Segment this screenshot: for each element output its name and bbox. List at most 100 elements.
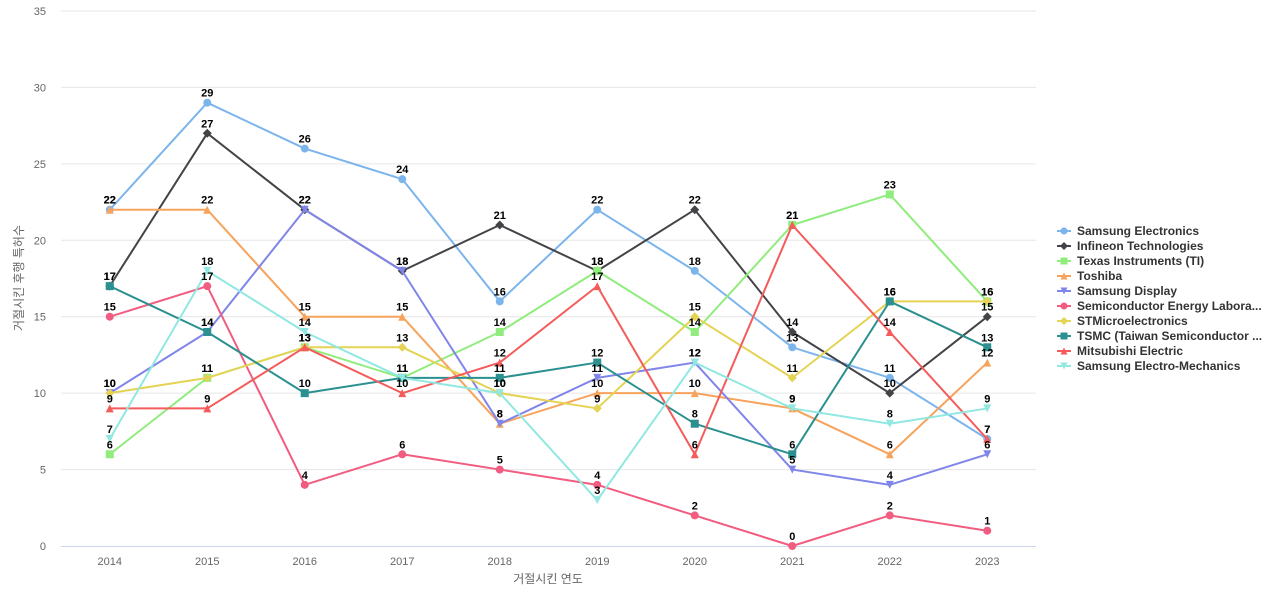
data-point-semiconductor-energy-labora[interactable] xyxy=(300,480,309,489)
legend-item-mitsubishi-electric[interactable]: Mitsubishi Electric xyxy=(1057,344,1183,358)
legend-item-tsmc-taiwan-semiconductor[interactable]: TSMC (Taiwan Semiconductor ... xyxy=(1057,329,1262,343)
data-point-mitsubishi-electric[interactable] xyxy=(788,221,797,229)
data-point-mitsubishi-electric[interactable] xyxy=(690,450,699,459)
legend-item-samsung-display[interactable]: Samsung Display xyxy=(1057,284,1177,298)
data-point-mitsubishi-electric[interactable] xyxy=(203,404,212,413)
series-line-semiconductor-energy-labora[interactable] xyxy=(109,285,988,547)
data-label-samsung-electro-mechanics: 9 xyxy=(984,393,990,405)
data-point-mitsubishi-electric[interactable] xyxy=(105,404,114,413)
data-point-infineon-technologies[interactable] xyxy=(982,312,992,322)
data-point-infineon-technologies[interactable] xyxy=(885,388,895,398)
data-point-samsung-display[interactable] xyxy=(495,419,504,428)
data-point-samsung-electro-mechanics[interactable] xyxy=(203,266,212,275)
series-line-samsung-display[interactable] xyxy=(109,208,988,486)
data-point-toshiba[interactable] xyxy=(105,205,114,214)
legend-item-infineon-technologies[interactable]: Infineon Technologies xyxy=(1057,239,1204,253)
data-point-samsung-electronics[interactable] xyxy=(495,297,504,306)
series-line-samsung-electronics[interactable] xyxy=(109,101,988,440)
data-point-mitsubishi-electric[interactable] xyxy=(593,282,602,291)
data-point-samsung-electro-mechanics[interactable] xyxy=(885,419,894,428)
data-point-tsmc-taiwan-semiconductor[interactable] xyxy=(300,389,309,398)
data-point-samsung-display[interactable] xyxy=(593,373,602,382)
data-point-samsung-electro-mechanics[interactable] xyxy=(398,373,407,382)
data-point-samsung-electro-mechanics[interactable] xyxy=(690,358,699,367)
data-point-semiconductor-energy-labora[interactable] xyxy=(690,511,699,520)
data-point-samsung-electro-mechanics[interactable] xyxy=(983,404,992,413)
data-point-semiconductor-energy-labora[interactable] xyxy=(495,465,504,474)
data-point-semiconductor-energy-labora[interactable] xyxy=(788,542,797,550)
data-point-stmicroelectronics[interactable] xyxy=(397,342,407,352)
data-point-tsmc-taiwan-semiconductor[interactable] xyxy=(105,282,114,291)
data-point-semiconductor-energy-labora[interactable] xyxy=(983,526,992,535)
series-line-samsung-electro-mechanics[interactable] xyxy=(108,269,988,502)
data-point-toshiba[interactable] xyxy=(690,389,699,398)
data-point-samsung-electro-mechanics[interactable] xyxy=(593,496,602,505)
data-point-samsung-display[interactable] xyxy=(885,480,894,489)
data-point-toshiba[interactable] xyxy=(398,312,407,321)
data-point-tsmc-taiwan-semiconductor[interactable] xyxy=(690,419,699,428)
series-line-toshiba[interactable] xyxy=(109,208,988,456)
legend-item-toshiba[interactable]: Toshiba xyxy=(1057,269,1122,283)
data-point-infineon-technologies[interactable] xyxy=(495,220,505,230)
data-point-samsung-display[interactable] xyxy=(983,450,992,459)
data-point-samsung-electronics[interactable] xyxy=(398,175,407,184)
data-point-stmicroelectronics[interactable] xyxy=(787,373,797,383)
data-point-mitsubishi-electric[interactable] xyxy=(300,343,309,352)
data-point-toshiba[interactable] xyxy=(885,450,894,459)
data-point-samsung-display[interactable] xyxy=(398,266,407,275)
data-point-texas-instruments-ti[interactable] xyxy=(593,266,602,275)
data-point-infineon-technologies[interactable] xyxy=(690,205,700,215)
data-point-tsmc-taiwan-semiconductor[interactable] xyxy=(788,450,797,459)
legend-item-samsung-electronics[interactable]: Samsung Electronics xyxy=(1057,224,1199,238)
data-point-semiconductor-energy-labora[interactable] xyxy=(593,480,602,489)
data-point-mitsubishi-electric[interactable] xyxy=(983,435,992,443)
y-tick-label: 30 xyxy=(34,82,46,94)
legend-item-semiconductor-energy-labora[interactable]: Semiconductor Energy Labora... xyxy=(1057,299,1262,313)
data-point-mitsubishi-electric[interactable] xyxy=(885,328,894,336)
data-point-tsmc-taiwan-semiconductor[interactable] xyxy=(203,328,212,336)
legend-item-samsung-electro-mechanics[interactable]: Samsung Electro-Mechanics xyxy=(1057,359,1241,373)
data-point-stmicroelectronics[interactable] xyxy=(592,403,602,413)
data-point-mitsubishi-electric[interactable] xyxy=(495,358,504,367)
legend-item-texas-instruments-ti[interactable]: Texas Instruments (TI) xyxy=(1057,254,1204,268)
data-point-toshiba[interactable] xyxy=(203,205,212,214)
data-point-tsmc-taiwan-semiconductor[interactable] xyxy=(983,343,992,352)
data-point-samsung-display[interactable] xyxy=(788,465,797,474)
data-point-samsung-electro-mechanics[interactable] xyxy=(105,435,114,443)
data-point-stmicroelectronics[interactable] xyxy=(202,373,212,383)
data-point-samsung-electro-mechanics[interactable] xyxy=(495,389,504,398)
data-point-samsung-electronics[interactable] xyxy=(593,205,602,214)
data-point-semiconductor-energy-labora[interactable] xyxy=(885,511,894,520)
data-point-samsung-electronics[interactable] xyxy=(788,343,797,352)
data-point-semiconductor-energy-labora[interactable] xyxy=(203,282,212,291)
data-point-samsung-electronics[interactable] xyxy=(300,144,309,153)
data-point-texas-instruments-ti[interactable] xyxy=(885,190,894,199)
data-point-toshiba[interactable] xyxy=(593,389,602,398)
data-point-samsung-electronics[interactable] xyxy=(690,266,699,275)
data-point-infineon-technologies[interactable] xyxy=(787,327,797,337)
data-point-texas-instruments-ti[interactable] xyxy=(495,328,504,336)
data-point-samsung-electronics[interactable] xyxy=(885,373,894,382)
legend-item-stmicroelectronics[interactable]: STMicroelectronics xyxy=(1057,314,1188,328)
data-point-semiconductor-energy-labora[interactable] xyxy=(105,312,114,321)
data-point-samsung-display[interactable] xyxy=(300,205,309,214)
data-point-texas-instruments-ti[interactable] xyxy=(105,450,114,459)
data-point-tsmc-taiwan-semiconductor[interactable] xyxy=(885,297,894,306)
data-point-mitsubishi-electric[interactable] xyxy=(398,389,407,398)
data-point-toshiba[interactable] xyxy=(983,358,992,367)
data-point-tsmc-taiwan-semiconductor[interactable] xyxy=(495,373,504,382)
data-point-stmicroelectronics[interactable] xyxy=(982,296,992,306)
series-line-tsmc-taiwan-semiconductor[interactable] xyxy=(109,285,988,456)
data-point-semiconductor-energy-labora[interactable] xyxy=(398,450,407,459)
data-point-texas-instruments-ti[interactable] xyxy=(690,328,699,336)
series-line-infineon-technologies[interactable] xyxy=(108,132,988,395)
data-point-stmicroelectronics[interactable] xyxy=(690,312,700,322)
data-point-samsung-electro-mechanics[interactable] xyxy=(788,404,797,413)
data-point-stmicroelectronics[interactable] xyxy=(105,388,115,398)
series-line-mitsubishi-electric[interactable] xyxy=(109,224,988,456)
data-point-samsung-electronics[interactable] xyxy=(203,98,212,107)
data-point-infineon-technologies[interactable] xyxy=(202,128,212,138)
data-point-samsung-electro-mechanics[interactable] xyxy=(300,328,309,336)
data-point-toshiba[interactable] xyxy=(300,312,309,321)
data-point-tsmc-taiwan-semiconductor[interactable] xyxy=(593,358,602,367)
